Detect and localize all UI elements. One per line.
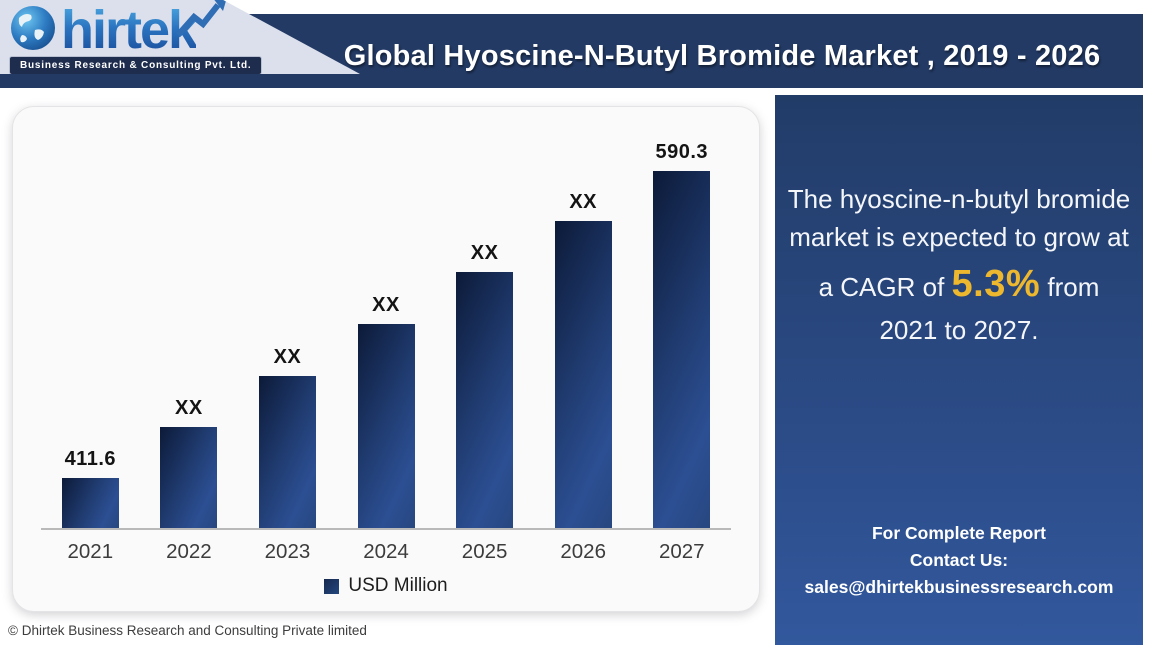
- bar-2027: [653, 171, 711, 528]
- globe-d-icon: [9, 4, 57, 57]
- bar-value-label: XX: [273, 346, 302, 368]
- bar-col-2024: XX: [337, 125, 436, 528]
- bar-2026: [554, 221, 612, 528]
- bar-value-label: XX: [569, 191, 598, 213]
- bar-col-2027: 590.3: [632, 125, 731, 528]
- year-label: 2023: [264, 540, 311, 563]
- side-panel: The hyoscine-n-butyl bromide market is e…: [775, 95, 1143, 645]
- market-summary: The hyoscine-n-butyl bromide market is e…: [787, 181, 1131, 350]
- bar-col-2025: XX: [435, 125, 534, 528]
- legend: USD Million: [13, 575, 759, 597]
- bar-col-2022: XX: [140, 125, 239, 528]
- bar-value-label: XX: [372, 294, 400, 316]
- legend-swatch-icon: [324, 578, 340, 594]
- year-label: 2021: [67, 540, 114, 563]
- bar-2024: [357, 324, 415, 528]
- year-label: 2024: [363, 540, 409, 563]
- bar-col-2023: XX: [238, 125, 337, 528]
- plot-area: 411.6 XX XX XX XX XX 590.3: [41, 125, 731, 530]
- brand-text: hirtek: [61, 0, 198, 60]
- bar-2022: [160, 427, 218, 528]
- summary-text-before: The hyoscine-n-butyl bromide market is e…: [787, 184, 1131, 302]
- copyright-text: © Dhirtek Business Research and Consulti…: [8, 623, 367, 638]
- bar-2023: [258, 376, 316, 528]
- year-label: 2027: [658, 540, 705, 563]
- contact-heading: For Complete Report: [871, 522, 1047, 543]
- bar-col-2026: XX: [534, 125, 633, 528]
- legend-label: USD Million: [348, 575, 448, 596]
- year-label: 2026: [560, 540, 606, 563]
- contact-subheading: Contact Us:: [909, 549, 1009, 570]
- brand-tagline: Business Research & Consulting Pvt. Ltd.: [9, 56, 263, 74]
- page-title: Global Hyoscine-N-Butyl Bromide Market ,…: [343, 39, 1101, 72]
- brand-logo: hirtek: [9, 0, 360, 60]
- bar-col-2021: 411.6: [41, 125, 140, 528]
- x-axis-labels: 2021 2022 2023 2024 2025 2026 2027: [41, 540, 731, 564]
- bar-value-label: 411.6: [64, 448, 117, 470]
- chart-card: 411.6 XX XX XX XX XX 590.3 2021 2022 2023 2024 202…: [12, 106, 760, 612]
- contact-block: For Complete Report Contact Us: sales@dh…: [775, 520, 1143, 601]
- bar-2025: [456, 272, 514, 528]
- cagr-highlight: 5.3%: [951, 262, 1041, 305]
- contact-email: sales@dhirtekbusinessresearch.com: [804, 576, 1114, 597]
- bar-value-label: XX: [175, 397, 203, 419]
- year-label: 2022: [166, 540, 212, 563]
- year-label: 2025: [461, 540, 508, 563]
- bar-value-label: XX: [470, 242, 499, 264]
- bar-2021: [61, 478, 119, 528]
- bar-value-label: 590.3: [655, 141, 709, 163]
- summary-text-after: from 2021 to 2027.: [879, 271, 1100, 346]
- growth-arrow-icon: [174, 0, 230, 44]
